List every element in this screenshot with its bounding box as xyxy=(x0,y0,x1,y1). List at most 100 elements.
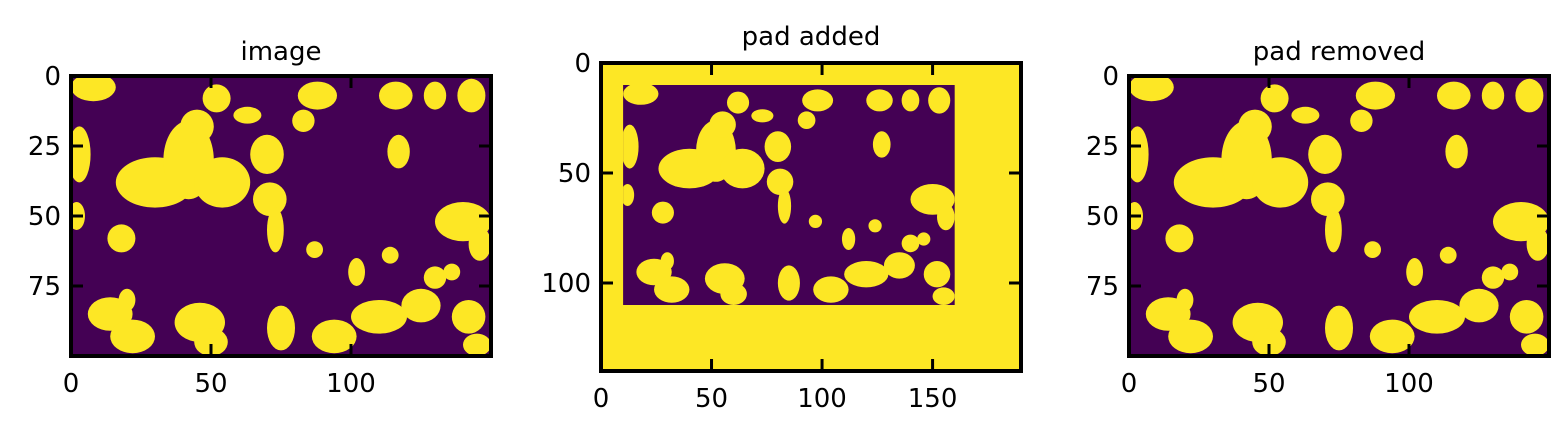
y-tick-label-0: 0 xyxy=(574,49,591,79)
padded-image-blob-23 xyxy=(808,214,823,228)
image-blob-0 xyxy=(71,76,116,102)
image-blob-25 xyxy=(1501,263,1519,281)
padded-image-blob-34 xyxy=(883,252,915,279)
y-tick-label-50: 50 xyxy=(1086,202,1119,232)
y-tick-label-50: 50 xyxy=(558,159,591,189)
padded-image-blob-2 xyxy=(623,184,635,206)
padded-image-blob-24 xyxy=(901,234,920,253)
image-blob-21 xyxy=(1406,258,1423,286)
image-blob-3 xyxy=(1165,224,1194,253)
image-blob-36 xyxy=(1521,333,1549,356)
padded-image-blob-12 xyxy=(777,188,792,224)
image-blob-28 xyxy=(110,319,155,354)
x-tick-label-0: 0 xyxy=(63,369,80,399)
x-tick-label-100: 100 xyxy=(797,384,847,414)
image-blob-17 xyxy=(1515,78,1544,113)
image-blob-10 xyxy=(250,134,284,174)
image-blob-12 xyxy=(267,207,284,253)
padded-image-blob-13 xyxy=(802,89,834,112)
image-blob-36 xyxy=(463,333,491,356)
image-blob-34 xyxy=(401,288,441,323)
image-blob-3 xyxy=(107,224,136,253)
image-blob-6 xyxy=(194,157,251,208)
x-tick-label-0: 0 xyxy=(593,384,610,414)
image-blob-16 xyxy=(423,81,447,110)
image-blob-0 xyxy=(1129,76,1174,102)
x-tick-label-50: 50 xyxy=(194,369,227,399)
padded-image-blob-0 xyxy=(623,85,659,105)
y-tick-label-100: 100 xyxy=(541,269,591,299)
image-blob-22 xyxy=(381,246,399,264)
image-blob-17 xyxy=(457,78,486,113)
padded-image-blob-10 xyxy=(764,131,792,163)
padded-image-blob-14 xyxy=(797,111,816,129)
image-blob-9 xyxy=(233,106,262,124)
image-blob-33 xyxy=(351,300,407,334)
image-blob-13 xyxy=(1355,81,1395,110)
image-blob-31 xyxy=(1325,305,1353,351)
image-blob-25 xyxy=(443,263,461,281)
padded-image-blob-1 xyxy=(623,124,639,169)
padded-image-blob-30 xyxy=(720,283,747,305)
image-blob-24 xyxy=(1481,266,1505,289)
x-tick-label-100: 100 xyxy=(1384,369,1434,399)
image-blob-23 xyxy=(306,241,323,258)
image-blob-8 xyxy=(202,84,231,113)
image-blob-35 xyxy=(451,300,486,334)
image-blob-18 xyxy=(387,134,410,169)
y-tick-label-25: 25 xyxy=(28,132,61,162)
image-blob-15 xyxy=(379,81,413,110)
image-blob-7 xyxy=(1238,109,1272,144)
image-blob-1 xyxy=(1129,126,1149,183)
padded-image-blob-33 xyxy=(844,261,889,288)
image-blob-1 xyxy=(71,126,91,183)
panel-3: pad removed 0 50 100 0 25 50 75 xyxy=(1086,37,1551,399)
image-blob-31 xyxy=(267,305,295,351)
image-blob-35 xyxy=(1509,300,1544,334)
y-tick-label-25: 25 xyxy=(1086,132,1119,162)
axes-frame xyxy=(599,61,1023,373)
image-blob-23 xyxy=(1364,241,1381,258)
image-blob-9 xyxy=(1291,106,1320,124)
padded-image-blob-25 xyxy=(917,232,931,246)
image-blob-22 xyxy=(1439,246,1457,264)
image-blob-11 xyxy=(1311,182,1345,216)
y-tick-label-50: 50 xyxy=(28,202,61,232)
image-blob-8 xyxy=(1260,84,1289,113)
image-blob-7 xyxy=(180,109,214,144)
y-tick-label-75: 75 xyxy=(28,272,61,302)
image-blob-6 xyxy=(1252,157,1309,208)
y-tick-label-0: 0 xyxy=(44,62,61,92)
image-blob-21 xyxy=(348,258,365,286)
padded-image-blob-15 xyxy=(866,89,893,112)
padded-image-blob-20 xyxy=(937,203,955,231)
image-blob-20 xyxy=(468,227,491,261)
panel-2: pad added 0 50 100 150 0 50 100 xyxy=(541,22,1023,414)
x-tick-label-100: 100 xyxy=(326,369,376,399)
x-tick-label-50: 50 xyxy=(1252,369,1285,399)
image-blob-32 xyxy=(311,319,357,354)
padded-image-blob-31 xyxy=(777,265,800,301)
image-blob-34 xyxy=(1459,288,1499,323)
padded-image-blob-28 xyxy=(654,276,690,303)
panel-1: image 0 50 100 0 25 50 75 xyxy=(28,37,493,399)
padded-image-blob-32 xyxy=(813,276,849,303)
x-tick-label-150: 150 xyxy=(908,384,958,414)
padded-image-blob-11 xyxy=(766,168,794,195)
padded-image-blob-9 xyxy=(751,109,774,123)
padded-image-blob-36 xyxy=(932,287,955,305)
image-blob-30 xyxy=(1252,328,1286,356)
x-tick-label-0: 0 xyxy=(1121,369,1138,399)
panel-title: pad removed xyxy=(1253,37,1425,67)
padded-image-blob-35 xyxy=(923,261,951,288)
padded-image-blob-8 xyxy=(727,91,750,114)
padded-image-blob-7 xyxy=(709,111,736,138)
image-blob-14 xyxy=(1350,109,1373,132)
image-blob-15 xyxy=(1437,81,1471,110)
image-blob-11 xyxy=(252,182,287,216)
image-blob-10 xyxy=(1308,134,1342,174)
panel-title: pad added xyxy=(742,22,881,52)
image-blob-18 xyxy=(1445,134,1468,169)
image-blob-13 xyxy=(297,81,337,110)
